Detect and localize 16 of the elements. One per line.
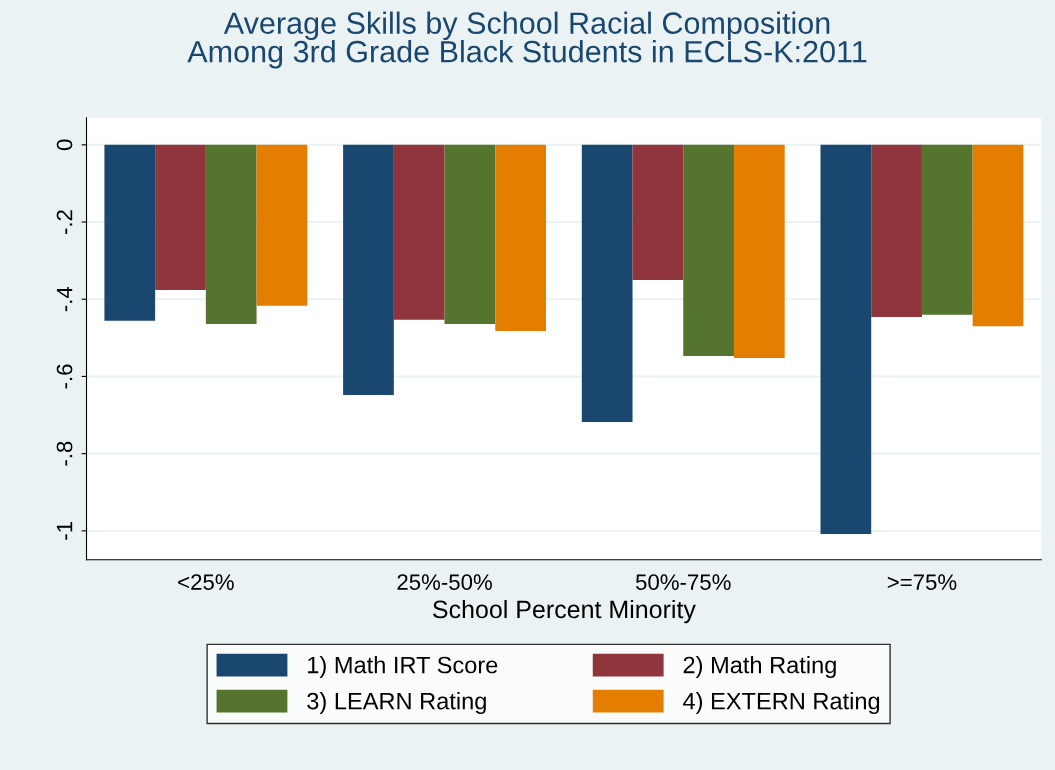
- x-tick-label: >=75%: [887, 574, 957, 590]
- x-axis-title: School Percent Minority: [433, 599, 696, 624]
- x-tick-label: 50%-75%: [635, 574, 731, 590]
- y-tick-label: -.8: [56, 441, 73, 466]
- y-tick-label: -.4: [56, 286, 73, 312]
- y-tick-label: -.6: [56, 364, 73, 389]
- y-tick-label: -1: [56, 522, 73, 540]
- legend-label: 2) Math Rating: [683, 656, 836, 679]
- legend-label: 1) Math IRT Score: [308, 656, 498, 679]
- y-tick-label: 0: [56, 139, 73, 151]
- x-tick-label: 25%-50%: [397, 574, 492, 590]
- legend-label: 3) LEARN Rating: [307, 692, 486, 715]
- legend-label: 4) EXTERN Rating: [683, 692, 880, 715]
- x-tick-label: <25%: [178, 574, 234, 590]
- chart-title: Average Skills by School Racial Composition Among 3rd Grade Black Students in ECLS-K:2011: [187, 11, 867, 69]
- y-tick-label: -.2: [56, 210, 73, 235]
